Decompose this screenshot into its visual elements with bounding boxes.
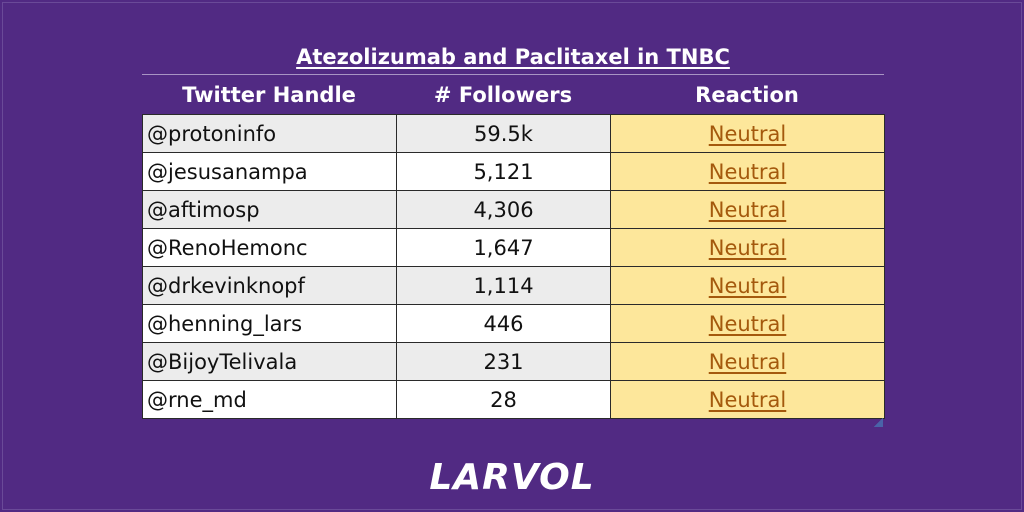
handle-cell: @rne_md [142,380,397,419]
handle-cell: @protoninfo [142,114,397,153]
followers-cell: 231 [396,342,611,381]
reaction-cell: Neutral [610,152,885,191]
table-header: Twitter Handle # Followers Reaction [142,76,884,114]
followers-cell: 1,647 [396,228,611,267]
reaction-cell: Neutral [610,266,885,305]
header-reaction: Reaction [695,83,799,107]
table-row: @protoninfo 59.5k Neutral [142,114,885,153]
table-row: @henning_lars 446 Neutral [142,304,885,343]
handle-cell: @aftimosp [142,190,397,229]
reaction-link[interactable]: Neutral [708,311,787,336]
title-divider [142,74,884,75]
reaction-cell: Neutral [610,190,885,229]
header-followers: # Followers [433,83,573,107]
reaction-link[interactable]: Neutral [708,273,787,298]
reaction-cell: Neutral [610,114,885,153]
handle-cell: @RenoHemonc [142,228,397,267]
handle-cell: @jesusanampa [142,152,397,191]
table-row: @BijoyTelivala 231 Neutral [142,342,885,381]
table-resize-handle[interactable] [874,418,883,427]
reaction-cell: Neutral [610,342,885,381]
followers-cell: 446 [396,304,611,343]
header-twitter-handle: Twitter Handle [182,83,356,107]
reaction-link[interactable]: Neutral [708,159,787,184]
handle-cell: @drkevinknopf [142,266,397,305]
handle-cell: @henning_lars [142,304,397,343]
reaction-link[interactable]: Neutral [708,387,787,412]
handle-cell: @BijoyTelivala [142,342,397,381]
reaction-link[interactable]: Neutral [708,121,787,146]
table-row: @drkevinknopf 1,114 Neutral [142,266,885,305]
larvol-logo: LARVOL [429,457,595,498]
table-row: @RenoHemonc 1,647 Neutral [142,228,885,267]
reaction-cell: Neutral [610,304,885,343]
followers-cell: 28 [396,380,611,419]
followers-cell: 5,121 [396,152,611,191]
followers-cell: 1,114 [396,266,611,305]
table-row: @jesusanampa 5,121 Neutral [142,152,885,191]
followers-cell: 4,306 [396,190,611,229]
reaction-link[interactable]: Neutral [708,235,787,260]
table-row: @rne_md 28 Neutral [142,380,885,419]
tweets-table: @protoninfo 59.5k Neutral @jesusanampa 5… [142,114,885,419]
reaction-cell: Neutral [610,380,885,419]
reaction-cell: Neutral [610,228,885,267]
reaction-link[interactable]: Neutral [708,197,787,222]
reaction-link[interactable]: Neutral [708,349,787,374]
page-title: Atezolizumab and Paclitaxel in TNBC [296,45,730,69]
table-row: @aftimosp 4,306 Neutral [142,190,885,229]
followers-cell: 59.5k [396,114,611,153]
